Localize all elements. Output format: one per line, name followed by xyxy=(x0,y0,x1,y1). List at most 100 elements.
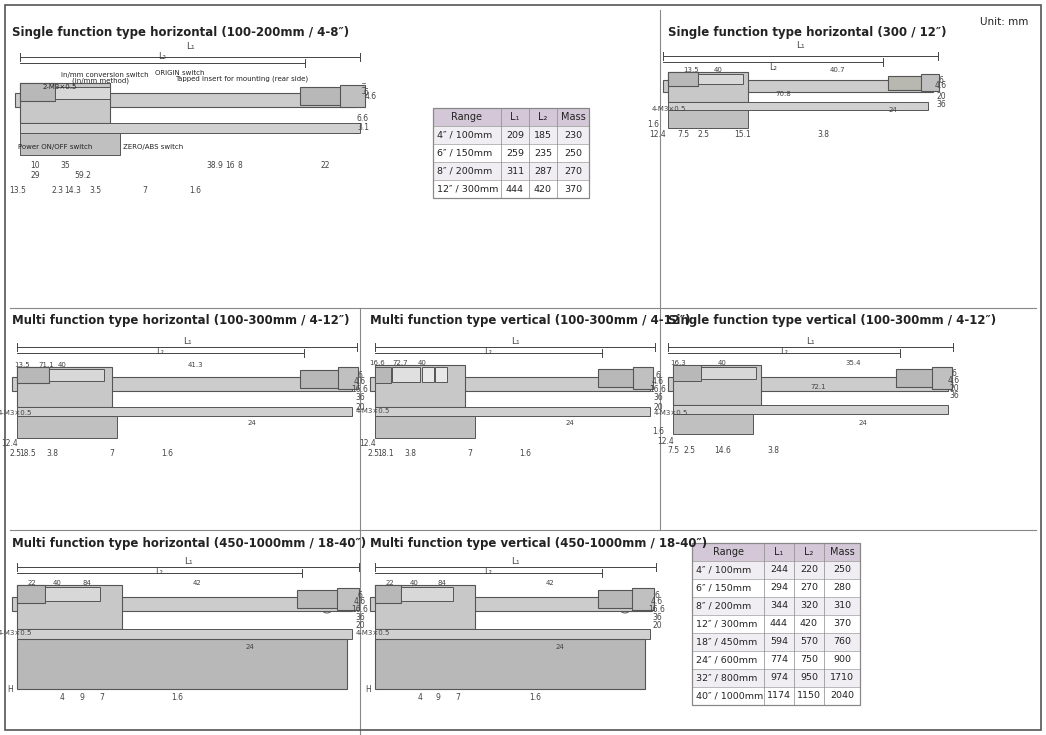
Text: 220: 220 xyxy=(800,565,818,575)
Circle shape xyxy=(402,601,409,609)
Bar xyxy=(17,585,122,629)
Bar xyxy=(49,369,104,381)
Bar xyxy=(668,72,748,102)
Bar xyxy=(376,365,465,407)
Bar xyxy=(692,543,860,561)
Bar xyxy=(376,367,391,383)
Text: 41.3: 41.3 xyxy=(188,362,204,368)
Text: 4″ / 100mm: 4″ / 100mm xyxy=(437,131,493,140)
Text: 2.3: 2.3 xyxy=(51,185,63,195)
Text: 6″ / 150mm: 6″ / 150mm xyxy=(437,148,493,157)
Bar xyxy=(598,369,650,387)
Text: Range: Range xyxy=(712,547,744,557)
Text: 70.8: 70.8 xyxy=(775,91,791,97)
Text: 1174: 1174 xyxy=(767,692,791,700)
Bar xyxy=(422,367,434,382)
Text: L₂: L₂ xyxy=(155,567,163,576)
Text: L₂: L₂ xyxy=(769,63,777,72)
Bar xyxy=(392,367,420,382)
Text: 36: 36 xyxy=(653,392,663,401)
Text: 40: 40 xyxy=(713,67,723,73)
Bar xyxy=(17,367,49,383)
Text: 900: 900 xyxy=(833,656,851,664)
Text: 12.4: 12.4 xyxy=(2,439,19,448)
Text: 14.6: 14.6 xyxy=(714,445,731,454)
Text: 40: 40 xyxy=(52,580,62,586)
Bar xyxy=(17,639,347,689)
Bar xyxy=(668,110,748,128)
Bar xyxy=(668,72,698,86)
Text: 6: 6 xyxy=(358,370,362,379)
Text: 16.6: 16.6 xyxy=(351,384,368,393)
Text: 7: 7 xyxy=(468,448,473,457)
Text: 16.6: 16.6 xyxy=(650,384,666,393)
Text: 6: 6 xyxy=(364,87,368,96)
Text: 72.7: 72.7 xyxy=(392,360,408,366)
Text: 20: 20 xyxy=(936,91,946,101)
Text: 4.6: 4.6 xyxy=(935,81,947,90)
Text: 4.6: 4.6 xyxy=(365,91,377,101)
Text: 7: 7 xyxy=(142,185,147,195)
Bar xyxy=(598,590,650,608)
Text: 230: 230 xyxy=(564,131,582,140)
Text: 6.6: 6.6 xyxy=(357,113,369,123)
Text: Multi function type vertical (450-1000mm / 18-40″): Multi function type vertical (450-1000mm… xyxy=(370,537,707,550)
Text: 84: 84 xyxy=(83,580,91,586)
Text: 750: 750 xyxy=(800,656,818,664)
Text: Tapped insert for mounting (rear side): Tapped insert for mounting (rear side) xyxy=(175,76,309,82)
Bar xyxy=(692,597,860,615)
Circle shape xyxy=(73,601,81,609)
Text: 294: 294 xyxy=(770,584,788,592)
Text: 244: 244 xyxy=(770,565,788,575)
Bar xyxy=(888,76,938,90)
Text: 420: 420 xyxy=(535,184,552,193)
Bar xyxy=(337,588,359,610)
Bar xyxy=(896,369,948,387)
Text: 2.5: 2.5 xyxy=(368,448,380,457)
Text: 20: 20 xyxy=(653,403,663,412)
Bar xyxy=(692,633,860,651)
Text: 3.1: 3.1 xyxy=(357,123,369,132)
Text: L₁: L₁ xyxy=(510,337,519,345)
Text: 36: 36 xyxy=(652,612,662,622)
Text: 3.8: 3.8 xyxy=(404,448,416,457)
Text: 760: 760 xyxy=(833,637,851,647)
Text: 4.6: 4.6 xyxy=(354,376,366,385)
Text: L₂: L₂ xyxy=(539,112,548,122)
Bar xyxy=(433,126,589,144)
Bar xyxy=(698,74,743,84)
Text: 8″ / 200mm: 8″ / 200mm xyxy=(437,167,493,176)
Text: 6: 6 xyxy=(655,590,659,600)
Text: 7: 7 xyxy=(99,692,105,701)
Bar xyxy=(17,407,353,416)
Text: 20: 20 xyxy=(356,403,365,412)
Text: Single function type vertical (100-300mm / 4-12″): Single function type vertical (100-300mm… xyxy=(668,314,996,326)
Text: 12″ / 300mm: 12″ / 300mm xyxy=(696,620,757,628)
Text: Power ON/OFF switch: Power ON/OFF switch xyxy=(18,144,92,150)
Text: 36: 36 xyxy=(356,612,365,622)
Text: 6: 6 xyxy=(938,76,943,85)
Text: 6″ / 150mm: 6″ / 150mm xyxy=(696,584,751,592)
Text: 259: 259 xyxy=(506,148,524,157)
Text: 18.1: 18.1 xyxy=(378,448,394,457)
Text: 24: 24 xyxy=(889,107,897,113)
Bar xyxy=(45,587,100,601)
Bar xyxy=(668,377,948,391)
Text: L₁: L₁ xyxy=(510,556,519,565)
Bar xyxy=(376,585,475,629)
Text: 24: 24 xyxy=(248,420,256,426)
Bar xyxy=(20,133,120,155)
Text: 42: 42 xyxy=(546,580,554,586)
Text: 4-M3×0.5: 4-M3×0.5 xyxy=(356,630,390,636)
Text: L₁: L₁ xyxy=(183,337,191,345)
Text: 15.1: 15.1 xyxy=(734,129,751,138)
Circle shape xyxy=(414,601,422,609)
Text: 1.6: 1.6 xyxy=(189,185,201,195)
Text: 2-M3×0.5: 2-M3×0.5 xyxy=(43,84,77,90)
Text: 20: 20 xyxy=(949,384,959,392)
Text: 4.6: 4.6 xyxy=(948,376,960,384)
Text: L₂: L₂ xyxy=(484,346,492,356)
Text: 2.5: 2.5 xyxy=(10,448,22,457)
Text: L₁: L₁ xyxy=(774,547,783,557)
Text: 4-M3×0.5: 4-M3×0.5 xyxy=(0,410,32,416)
